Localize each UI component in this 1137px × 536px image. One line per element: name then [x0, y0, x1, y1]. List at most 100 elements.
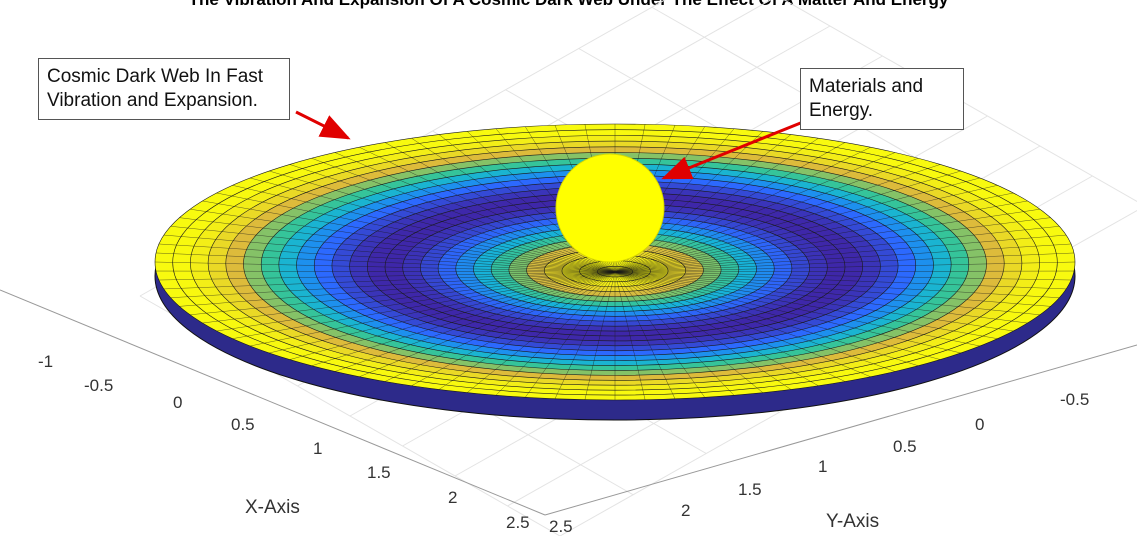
matter-energy-sphere: [555, 153, 665, 263]
surface-mesh-line: [614, 234, 1067, 273]
surface-mesh-line: [614, 192, 1014, 273]
y-tick-label: 1.5: [738, 480, 762, 499]
surface-mesh-line: [614, 271, 1051, 307]
surface-mesh-line: [614, 271, 1060, 298]
chart-title: The Vibration And Expansion Of A Cosmic …: [0, 0, 1137, 10]
surface-mesh-line: [614, 271, 1028, 324]
surface-mesh-line: [614, 271, 941, 360]
surface-mesh-line: [614, 158, 919, 273]
surface-mesh-line: [466, 271, 616, 393]
surface-mesh-line: [614, 177, 980, 273]
x-tick-label: 1.5: [367, 463, 391, 482]
x-axis-label: X-Axis: [245, 497, 300, 518]
annotation-dark-web-line1: Cosmic Dark Web In Fast: [47, 66, 264, 87]
surface-mesh-line: [614, 185, 998, 273]
surface-mesh-line: [158, 271, 616, 281]
surface-mesh-line: [289, 164, 616, 273]
surface-mesh-line: [614, 138, 819, 273]
surface-mesh-line: [189, 208, 616, 273]
surface-mesh-line: [334, 271, 616, 372]
surface-mesh-line: [155, 252, 616, 273]
surface-mesh-line: [614, 271, 871, 377]
surface-mesh-line: [250, 271, 616, 347]
x-tick-label: -1: [38, 352, 53, 371]
surface-mesh-line: [411, 271, 616, 386]
surface-mesh-line: [614, 271, 705, 398]
surface-mesh-line: [359, 147, 616, 273]
x-tick-label: 0: [173, 393, 182, 412]
sphere: [555, 153, 665, 263]
surface-mesh-line: [495, 271, 616, 396]
surface-mesh-line: [614, 271, 646, 400]
surface-mesh-line: [614, 271, 1072, 281]
surface-mesh-line: [163, 271, 616, 290]
surface-mesh-line: [189, 271, 616, 316]
x-tick-label: 2: [448, 488, 457, 507]
surface-mesh-line: [250, 177, 616, 273]
x-tick-label: 1: [313, 439, 322, 458]
surface-mesh-line: [179, 271, 616, 307]
surface-mesh-line: [170, 226, 616, 273]
surface-mesh-line: [614, 271, 792, 390]
annotation-arrows: [295, 110, 809, 180]
surface-mesh-line: [554, 271, 616, 399]
surface-mesh-line: [202, 200, 616, 273]
arrow-materials-energy: [661, 118, 809, 180]
surface-mesh-line: [334, 152, 616, 273]
surface-mesh-line: [614, 271, 1067, 290]
surface-mesh-line: [163, 234, 616, 273]
surface-mesh-line: [232, 271, 616, 339]
x-tick-label: 2.5: [506, 513, 530, 532]
x-tick-label: 0.5: [231, 415, 255, 434]
surface-mesh-line: [614, 271, 764, 393]
y-tick-label: 1: [818, 457, 827, 476]
annotation-dark-web-line2: Vibration and Expansion.: [47, 90, 258, 111]
y-tick-label: 0.5: [893, 437, 917, 456]
annotation-materials-energy: Materials and Energy.: [800, 68, 964, 130]
dark-web-surface: [154, 123, 1076, 421]
surface-mesh-line: [232, 185, 616, 273]
surface-mesh-line: [311, 158, 616, 273]
surface-mesh-line: [311, 271, 616, 366]
surface-mesh-line: [614, 147, 871, 273]
axis-ticks: -1 -0.5 0 0.5 1 1.5 2 2.5 -0.5 0 0.5 1 1.5 2 2.5: [38, 352, 1089, 536]
surface-mesh-line: [202, 271, 616, 324]
surface-mesh-line: [614, 170, 961, 273]
surface-mesh-line: [614, 271, 980, 347]
surface-mesh-line: [614, 271, 676, 399]
surface-mesh-line: [158, 243, 616, 273]
surface-mesh-line: [289, 271, 616, 360]
surface-mesh-line: [154, 261, 616, 273]
surface-mesh-line: [614, 271, 961, 354]
surface-mesh-line: [179, 217, 616, 273]
surface-mesh-line: [614, 200, 1028, 273]
surface-mesh-line: [216, 271, 616, 332]
surface-mesh-line: [614, 270, 1075, 273]
surface-mesh-line: [584, 271, 616, 400]
surface-mesh-line: [155, 270, 616, 273]
surface-mesh-line: [216, 192, 616, 273]
surface-mesh-line: [438, 271, 616, 390]
surface-mesh-line: [359, 271, 616, 377]
annotation-materials-line1: Materials and: [809, 76, 924, 97]
annotation-materials-line2: Energy.: [809, 100, 874, 121]
surface-mesh-line: [614, 217, 1051, 273]
surface-mesh-line: [614, 252, 1075, 273]
y-tick-label: 2: [681, 501, 690, 520]
y-axis-label: Y-Axis: [826, 511, 879, 532]
annotation-dark-web: Cosmic Dark Web In Fast Vibration and Ex…: [38, 58, 290, 120]
surface-mesh-line: [614, 271, 998, 339]
x-tick-label: -0.5: [84, 376, 113, 395]
surface-mesh-line: [614, 142, 846, 273]
surface-mesh-line: [614, 226, 1060, 273]
y-tick-label: 0: [975, 415, 984, 434]
y-axis-line: [544, 344, 1137, 516]
surface-mesh-line: [614, 271, 1041, 316]
surface-mesh-line: [614, 271, 735, 396]
surface-mesh-line: [614, 152, 896, 273]
surface-mesh-line: [170, 271, 616, 298]
surface-mesh-line: [614, 271, 846, 382]
arrow-dark-web: [295, 110, 351, 140]
surface-mesh-line: [525, 271, 616, 398]
